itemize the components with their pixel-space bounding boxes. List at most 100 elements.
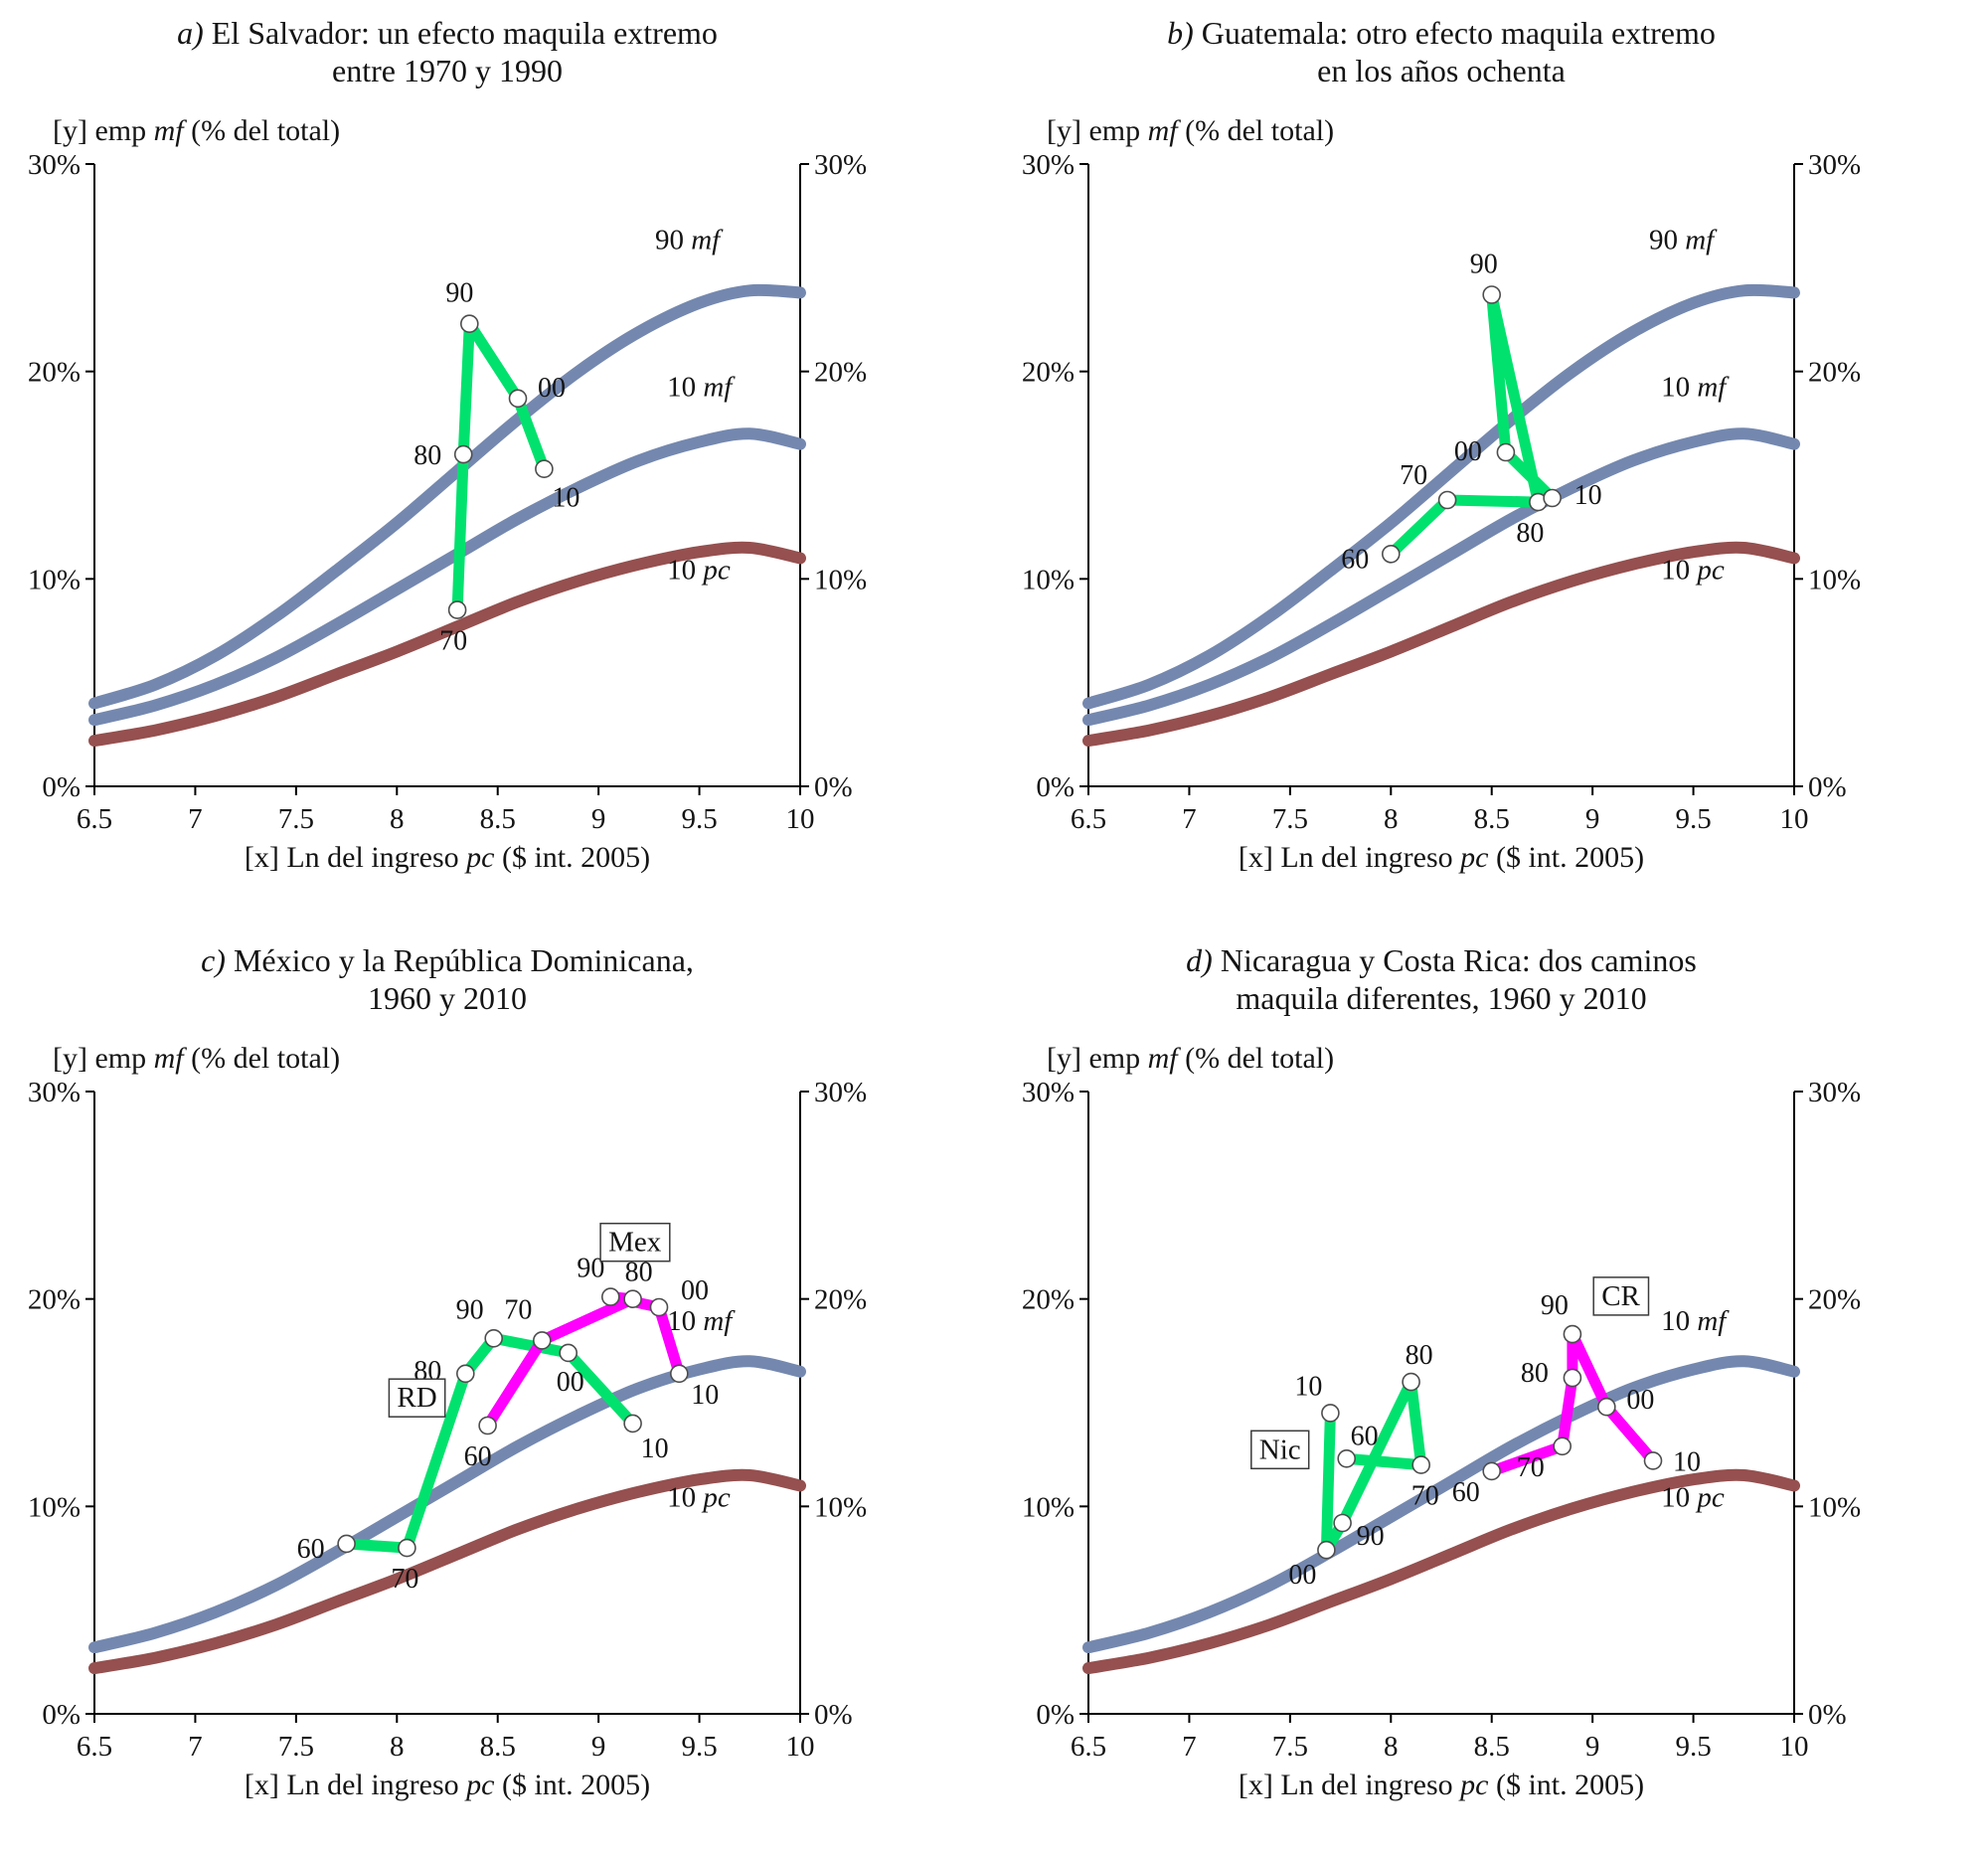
panel-c-title-line2: 1960 y 2010 (368, 980, 527, 1017)
y-tick-label-right: 20% (814, 1283, 867, 1315)
x-tick-label: 8 (1384, 1731, 1399, 1763)
text: Guatemala: otro efecto maquila extremo (1201, 15, 1716, 51)
panel-b-title-line1: b) Guatemala: otro efecto maquila extrem… (1088, 14, 1794, 52)
y-tick-label-left: 30% (1022, 150, 1075, 181)
y-tick-label-right: 0% (1808, 1699, 1847, 1731)
data-point-Mex-00 (649, 1297, 669, 1317)
trajectory-Mex (482, 1290, 685, 1432)
x-tick-label: 6.5 (77, 1731, 112, 1763)
x-tick-label: 9.5 (1675, 1731, 1711, 1763)
x-tick-label: 6.5 (1071, 803, 1106, 835)
y-axis-title-a: [y] emp mf (% del total) (53, 114, 994, 148)
data-point-Mex-90 (600, 1287, 620, 1306)
y-tick-label-right: 10% (1808, 564, 1861, 595)
y-tick-label-left: 0% (42, 771, 81, 803)
curve-label-mf90: 90 mf (1649, 224, 1718, 255)
italic-text: b) (1167, 15, 1202, 51)
chart-c: 0% 0% 10% 10% 20% 20% 30% 30% 6.5 7 7.5 8 8.5 9 9.5 10 1… (28, 1078, 867, 1763)
y-tick-label-left: 0% (1036, 1699, 1075, 1731)
x-axis-title-d: [x] Ln del ingreso pc ($ int. 2005) (1019, 1769, 1913, 1802)
y-tick-label-right: 10% (1808, 1491, 1861, 1523)
curve-mf10 (1082, 1355, 1800, 1653)
panel-b-title-line2: en los años ochenta (1317, 53, 1566, 89)
data-point-El Salvador-00 (508, 389, 528, 408)
data-point-CR-60 (1482, 1461, 1502, 1480)
x-tick-label: 8.5 (480, 1731, 516, 1763)
panel-c-title-line1: c) México y la República Dominicana, (94, 941, 800, 979)
italic-text: d) (1186, 942, 1221, 978)
y-tick-label-left: 20% (28, 356, 81, 388)
x-tick-label: 8 (390, 1731, 405, 1763)
curve-label-mf10: 10 mf (1661, 371, 1730, 403)
panel-a-title: a) El Salvador: un efecto maquila extrem… (25, 14, 919, 90)
curve-label-pc10: 10 pc (667, 1481, 731, 1513)
y-tick-label-left: 10% (28, 1491, 81, 1523)
data-point-RD-90 (484, 1328, 504, 1348)
text: (% del total) (1177, 113, 1335, 147)
curve-pc10 (88, 541, 806, 747)
y-tick-label-left: 30% (1022, 1078, 1075, 1108)
point-label-Guatemala-10: 10 (1574, 480, 1602, 511)
chart-b: 0% 0% 10% 10% 20% 20% 30% 30% 6.5 7 7.5 8 8.5 9 9.5 10 9… (1022, 150, 1861, 835)
text: [x] Ln del ingreso (1238, 840, 1461, 874)
point-label-El Salvador-80: 80 (414, 440, 441, 471)
point-label-El Salvador-70: 70 (439, 625, 467, 656)
x-tick-label: 10 (1780, 1731, 1809, 1763)
curve-label-mf90: 90 mf (655, 224, 724, 255)
point-label-Nic-10: 10 (1294, 1371, 1322, 1402)
point-label-Nic-90: 90 (1357, 1521, 1385, 1552)
annotation-box-Mex (599, 1222, 671, 1263)
panel-c-title: c) México y la República Dominicana, 1960… (25, 941, 919, 1018)
text: ($ int. 2005) (494, 1768, 651, 1801)
data-point-El Salvador-70 (447, 600, 467, 619)
trajectory-Guatemala (1385, 288, 1559, 560)
y-tick-label-left: 10% (1022, 1491, 1075, 1523)
curve-label-pc10: 10 pc (1661, 1481, 1725, 1513)
point-label-Guatemala-90: 90 (1470, 249, 1498, 279)
y-tick-label-right: 30% (814, 150, 867, 181)
data-point-Mex-60 (478, 1416, 497, 1435)
data-point-Mex-80 (623, 1289, 642, 1308)
data-point-RD-70 (398, 1538, 416, 1558)
data-point-Guatemala-00 (1496, 442, 1516, 462)
annotation-Mex: Mex (608, 1226, 662, 1258)
curve-pc10 (1082, 1468, 1800, 1674)
data-point-Mex-70 (532, 1330, 552, 1350)
y-tick-label-right: 20% (1808, 356, 1861, 388)
y-tick-label-right: 0% (814, 771, 853, 803)
x-axis-title-c: [x] Ln del ingreso pc ($ int. 2005) (25, 1769, 919, 1802)
panel-d: d) Nicaragua y Costa Rica: dos caminos ma… (994, 928, 1988, 1855)
point-label-Mex-60: 60 (464, 1441, 492, 1472)
x-tick-label: 7 (188, 1731, 203, 1763)
y-tick-label-left: 10% (28, 564, 81, 595)
data-point-Nic-70 (1411, 1455, 1431, 1474)
data-point-El Salvador-10 (535, 459, 554, 478)
y-tick-label-right: 30% (1808, 1078, 1861, 1108)
point-label-CR-80: 80 (1521, 1358, 1549, 1389)
point-label-CR-10: 10 (1673, 1446, 1701, 1477)
y-tick-label-right: 20% (1808, 1283, 1861, 1315)
panel-d-title-line2: maquila diferentes, 1960 y 2010 (1236, 980, 1647, 1017)
y-tick-label-right: 20% (814, 356, 867, 388)
italic-text: pc (466, 840, 495, 874)
point-label-El Salvador-00: 00 (538, 373, 566, 404)
point-label-El Salvador-10: 10 (552, 483, 580, 514)
x-tick-label: 9.5 (1675, 803, 1711, 835)
point-label-Guatemala-80: 80 (1516, 518, 1544, 549)
point-label-Mex-70: 70 (504, 1294, 532, 1325)
italic-text: pc (1460, 1768, 1489, 1801)
italic-text: c) (201, 942, 234, 978)
x-tick-label: 7.5 (1272, 1731, 1308, 1763)
italic-text: mf (153, 113, 184, 147)
data-point-RD-10 (623, 1414, 642, 1433)
panel-a: a) El Salvador: un efecto maquila extrem… (0, 0, 994, 928)
point-label-El Salvador-90: 90 (445, 277, 473, 308)
data-point-Guatemala-10 (1543, 488, 1562, 508)
point-label-CR-90: 90 (1541, 1290, 1569, 1321)
x-tick-label: 6.5 (1071, 1731, 1106, 1763)
x-tick-label: 7.5 (278, 803, 314, 835)
x-tick-label: 8 (1384, 803, 1399, 835)
italic-text: pc (466, 1768, 495, 1801)
x-tick-label: 10 (786, 803, 815, 835)
